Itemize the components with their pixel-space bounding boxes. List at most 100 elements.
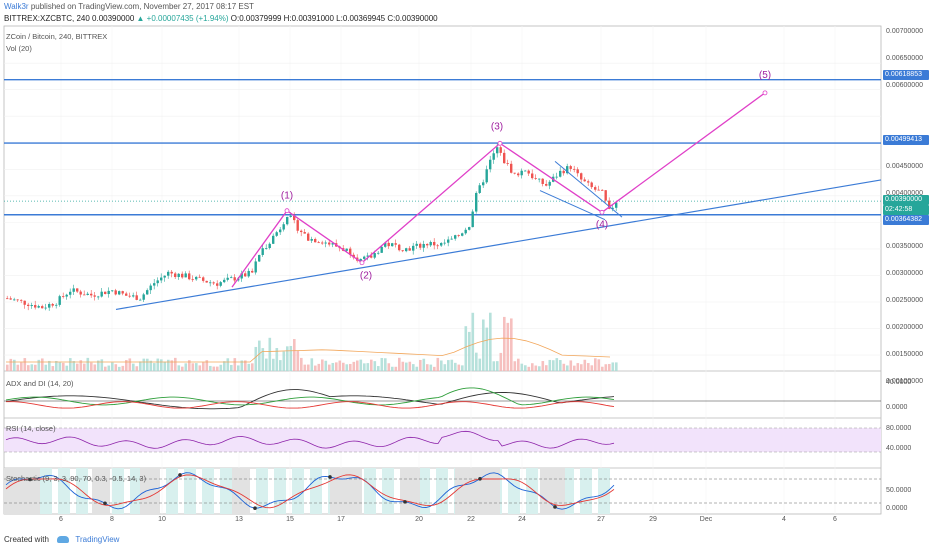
tradingview-link[interactable]: TradingView [75, 535, 120, 544]
volume-bar [34, 364, 37, 371]
wave-label: (1) [281, 191, 293, 202]
volume-bar [426, 364, 429, 371]
candle-body [289, 215, 292, 217]
volume-bar [352, 361, 356, 371]
candle-body [296, 220, 299, 231]
candle-body [506, 163, 509, 164]
stoch-tick: 0.0000 [886, 505, 908, 512]
footer-created: Created with [4, 535, 49, 544]
x-tick: 15 [286, 516, 294, 523]
volume-bar [142, 358, 146, 371]
volume-bar [191, 363, 195, 371]
volume-title: Vol (20) [6, 44, 32, 53]
candle-body [83, 294, 86, 296]
wave-label: (3) [491, 122, 503, 133]
candle-body [30, 305, 33, 307]
candle-body [468, 227, 471, 230]
symbol-label: BITTREX:XZCBTC, 240 [4, 14, 90, 23]
x-tick: 4 [782, 516, 786, 523]
volume-bar [359, 359, 363, 371]
x-tick: 13 [235, 516, 243, 523]
candle-body [583, 179, 586, 182]
candle-body [450, 238, 453, 240]
volume-bar [163, 361, 167, 371]
volume-bar [419, 359, 422, 371]
volume-bar [132, 363, 135, 371]
candle-body [408, 248, 411, 251]
candle-body [590, 182, 593, 188]
volume-bar [209, 365, 212, 371]
volume-bar [65, 365, 69, 371]
volume-bar [391, 366, 394, 371]
stoch-cross-dot [178, 473, 182, 477]
volume-bar [559, 360, 562, 371]
volume-bar [275, 348, 279, 371]
candle-body [569, 166, 572, 169]
volume-bar [394, 366, 398, 371]
candle-body [195, 276, 198, 280]
stoch-zone [598, 468, 610, 514]
price-tick: 0.00250000 [886, 297, 923, 304]
author-link[interactable]: Walk3r [4, 2, 29, 11]
volume-bar [541, 361, 545, 371]
volume-bar [100, 359, 104, 371]
volume-bar [506, 322, 510, 371]
channel-line-lower [539, 190, 606, 221]
candle-body [398, 244, 401, 251]
volume-bar [177, 365, 181, 371]
volume-bar [401, 361, 405, 371]
wave-label: (5) [759, 70, 771, 81]
volume-bar [300, 357, 303, 371]
stoch-zone [508, 468, 520, 514]
candle-body [321, 242, 324, 244]
price-tick: 0.00700000 [886, 28, 923, 35]
candle-body [293, 215, 296, 221]
x-tick: 20 [415, 516, 423, 523]
volume-bar [345, 364, 349, 371]
candle-body [27, 304, 30, 307]
adx-tick: 0.0000 [886, 404, 908, 411]
volume-bar [594, 358, 597, 371]
volume-bar [608, 363, 611, 371]
tradingview-logo-icon [57, 536, 70, 544]
volume-bar [380, 357, 384, 371]
candle-body [13, 299, 16, 301]
price-tick: 0.00650000 [886, 55, 923, 62]
candle-body [268, 243, 271, 249]
publish-info: published on TradingView.com, November 2… [30, 2, 254, 11]
stoch-zone [4, 468, 40, 514]
last-price-tag: 0.00390000 [883, 195, 929, 205]
volume-bar [72, 361, 76, 371]
channel-line-upper [554, 160, 623, 218]
volume-bar [51, 366, 55, 371]
candle-body [538, 178, 541, 180]
ohlc-values: O:0.00379999 H:0.00391000 L:0.00369945 C… [230, 14, 438, 23]
volume-bar [146, 358, 149, 371]
volume-bar [408, 361, 412, 371]
volume-bar [377, 366, 380, 371]
candle-body [541, 178, 544, 184]
volume-bar [468, 331, 471, 371]
candle-body [167, 271, 170, 276]
last-price: 0.00390000 [92, 14, 135, 23]
candle-body [380, 246, 383, 253]
candle-body [111, 290, 114, 292]
candle-body [401, 250, 404, 252]
volume-bar [13, 359, 16, 371]
candle-body [405, 248, 408, 252]
volume-bar [538, 366, 541, 371]
volume-bar [6, 364, 9, 371]
wave-point [762, 90, 768, 96]
candle-body [559, 170, 562, 177]
candle-body [496, 147, 499, 154]
candle-body [139, 299, 142, 301]
volume-bar [450, 359, 454, 371]
candle-body [174, 273, 177, 277]
candle-body [461, 233, 464, 236]
stoch-d-line [5, 474, 615, 509]
candle-body [23, 300, 26, 305]
candle-body [90, 293, 93, 296]
wave-label: (2) [360, 271, 372, 282]
candle-body [419, 243, 422, 248]
